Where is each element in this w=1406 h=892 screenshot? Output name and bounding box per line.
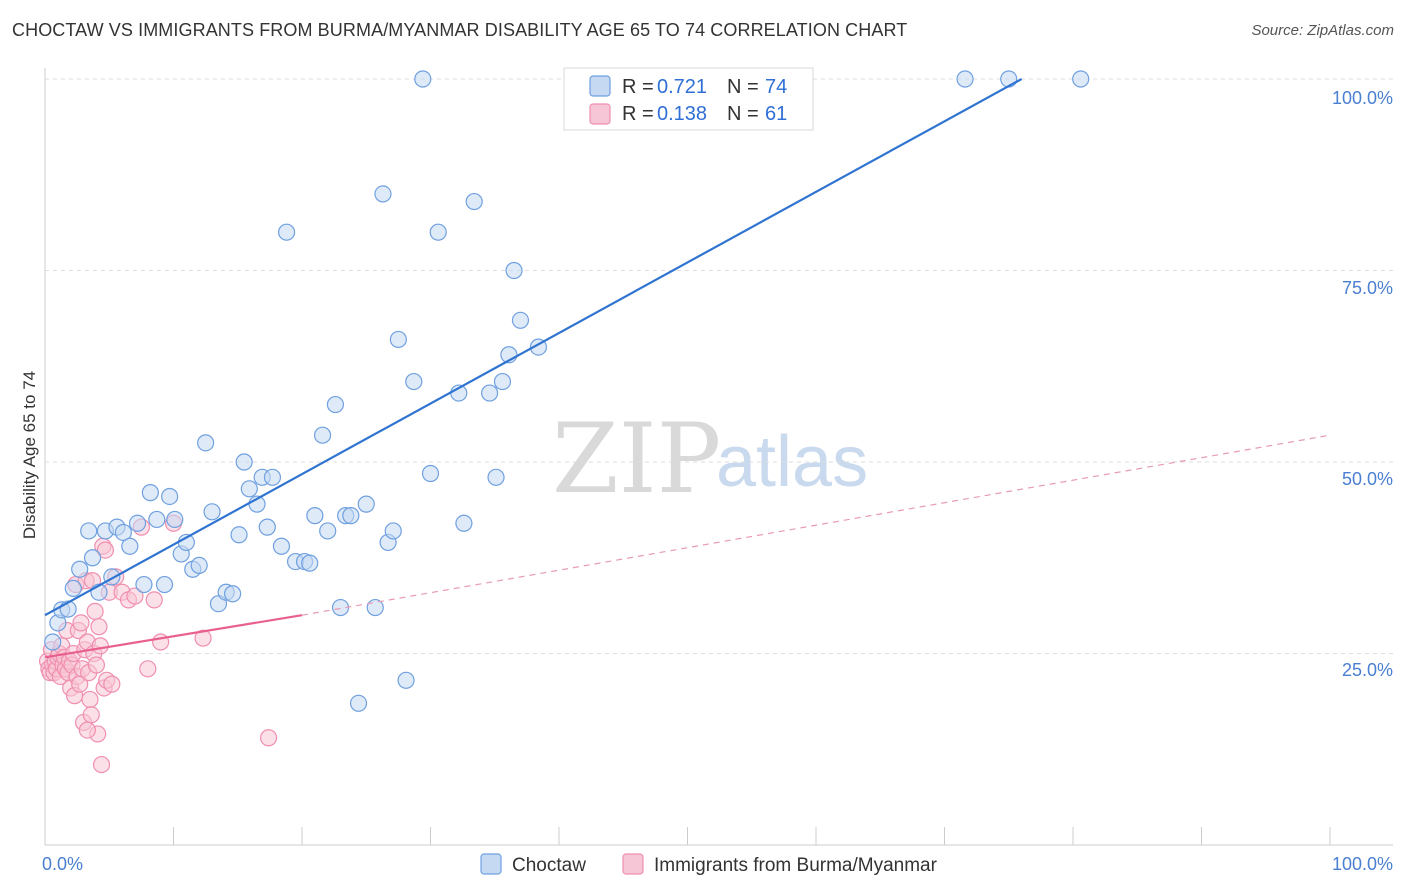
choctaw-point-19: [162, 488, 178, 504]
choctaw-point-29: [225, 586, 241, 602]
y-tick-label-75: 75.0%: [1342, 278, 1393, 298]
choctaw-point-18: [157, 577, 173, 593]
legend-r-value-choctaw: 0.721: [657, 76, 707, 98]
x-tick-label-0: 0.0%: [42, 854, 83, 874]
choctaw-point-15: [136, 577, 152, 593]
choctaw-point-57: [406, 374, 422, 390]
choctaw-point-71: [957, 71, 973, 87]
legend-r-label-burma: R =: [622, 103, 654, 125]
choctaw-point-54: [385, 523, 401, 539]
choctaw-point-55: [390, 331, 406, 347]
bottom-legend-label-burma: Immigrants from Burma/Myanmar: [654, 855, 938, 876]
x-tick-label-100: 100.0%: [1332, 854, 1393, 874]
choctaw-point-0: [45, 634, 61, 650]
watermark-zip: ZIP: [552, 403, 721, 515]
choctaw-point-6: [81, 523, 97, 539]
choctaw-point-52: [375, 186, 391, 202]
legend-r-value-burma: 0.138: [657, 103, 707, 125]
bottom-legend-label-choctaw: Choctaw: [512, 855, 586, 876]
choctaw-point-20: [167, 511, 183, 527]
choctaw-point-31: [236, 454, 252, 470]
choctaw-point-60: [430, 224, 446, 240]
legend: R = 0.721 N = 74 R = 0.138 N = 61: [564, 68, 813, 130]
choctaw-point-73: [1001, 71, 1017, 87]
choctaw-point-43: [315, 427, 331, 443]
choctaw-point-64: [482, 385, 498, 401]
bottom-legend: Choctaw Immigrants from Burma/Myanmar: [481, 854, 938, 876]
choctaw-point-26: [204, 504, 220, 520]
legend-n-value-burma: 61: [765, 103, 787, 125]
x-axis-ticks: [45, 827, 1330, 845]
choctaw-point-68: [506, 263, 522, 279]
choctaw-point-49: [351, 695, 367, 711]
choctaw-point-38: [279, 224, 295, 240]
choctaw-point-13: [122, 538, 138, 554]
choctaw-point-66: [494, 374, 510, 390]
choctaw-point-32: [241, 481, 257, 497]
choctaw-point-56: [398, 672, 414, 688]
choctaw-point-24: [191, 557, 207, 573]
trend-lines: [45, 79, 1330, 657]
burma-point-34: [83, 707, 99, 723]
legend-n-label-burma: N =: [727, 103, 759, 125]
bottom-legend-swatch-choctaw: [481, 854, 501, 874]
burma-point-37: [87, 603, 103, 619]
burma-point-48: [104, 676, 120, 692]
choctaw-point-35: [259, 519, 275, 535]
choctaw-point-48: [343, 508, 359, 524]
burma-point-55: [146, 592, 162, 608]
choctaw-point-62: [456, 515, 472, 531]
burma-point-59: [261, 730, 277, 746]
burma-point-41: [92, 638, 108, 654]
y-tick-label-100: 100.0%: [1332, 88, 1393, 108]
choctaw-point-59: [423, 465, 439, 481]
burma-point-54: [140, 661, 156, 677]
choctaw-point-30: [231, 527, 247, 543]
choctaw-point-17: [149, 511, 165, 527]
legend-swatch-burma: [590, 104, 610, 124]
choctaw-point-45: [327, 397, 343, 413]
burma-point-42: [94, 757, 110, 773]
bottom-legend-swatch-burma: [623, 854, 643, 874]
choctaw-point-16: [142, 485, 158, 501]
series-choctaw-points: [45, 71, 1089, 711]
legend-swatch-choctaw: [590, 76, 610, 96]
choctaw-point-37: [273, 538, 289, 554]
choctaw-point-36: [264, 469, 280, 485]
burma-point-40: [91, 619, 107, 635]
choctaw-point-63: [466, 194, 482, 210]
choctaw-point-7: [85, 550, 101, 566]
choctaw-point-5: [72, 561, 88, 577]
choctaw-point-25: [198, 435, 214, 451]
scatter-chart: ZIP atlas Disability Age 65 to 74 25.0% …: [0, 0, 1406, 892]
burma-point-33: [82, 691, 98, 707]
choctaw-point-50: [358, 496, 374, 512]
choctaw-point-69: [512, 312, 528, 328]
choctaw-point-65: [488, 469, 504, 485]
burma-point-60: [79, 722, 95, 738]
choctaw-point-44: [320, 523, 336, 539]
choctaw-point-41: [302, 555, 318, 571]
legend-n-label-choctaw: N =: [727, 76, 759, 98]
y-axis-label: Disability Age 65 to 74: [20, 371, 39, 539]
y-tick-label-50: 50.0%: [1342, 469, 1393, 489]
burma-point-38: [88, 657, 104, 673]
legend-n-value-choctaw: 74: [765, 76, 787, 98]
choctaw-trend-line: [45, 79, 1022, 615]
grid-lines: [45, 79, 1393, 654]
choctaw-point-42: [307, 508, 323, 524]
burma-point-26: [73, 615, 89, 631]
choctaw-point-4: [65, 580, 81, 596]
choctaw-point-58: [415, 71, 431, 87]
choctaw-point-14: [130, 515, 146, 531]
legend-r-label-choctaw: R =: [622, 76, 654, 98]
choctaw-point-72: [1073, 71, 1089, 87]
y-tick-label-25: 25.0%: [1342, 660, 1393, 680]
